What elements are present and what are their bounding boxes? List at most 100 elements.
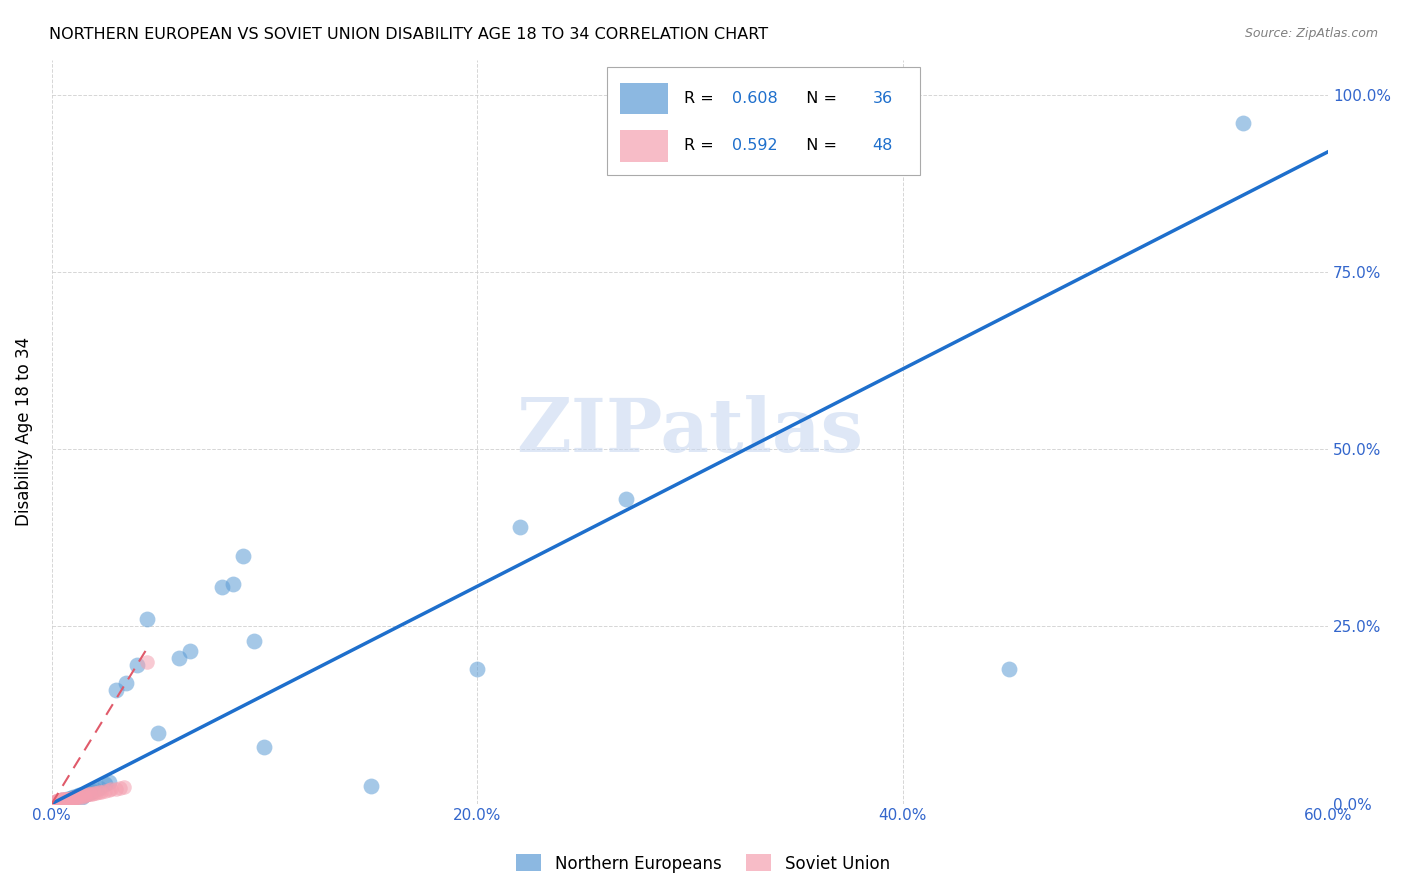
Text: Source: ZipAtlas.com: Source: ZipAtlas.com xyxy=(1244,27,1378,40)
Point xyxy=(169,651,191,665)
Point xyxy=(58,792,80,806)
Point xyxy=(51,794,73,808)
Point xyxy=(75,788,97,802)
Point xyxy=(73,788,96,802)
Point xyxy=(998,662,1021,676)
Point xyxy=(104,683,127,698)
Point xyxy=(108,780,131,795)
Point xyxy=(73,789,96,803)
Point xyxy=(70,789,93,804)
Point xyxy=(253,739,276,754)
Point xyxy=(509,520,531,534)
Point xyxy=(49,793,72,807)
Point xyxy=(243,633,266,648)
Point xyxy=(465,662,488,676)
Point xyxy=(136,612,159,626)
Point xyxy=(98,775,121,789)
Point xyxy=(62,790,84,805)
Text: ZIPatlas: ZIPatlas xyxy=(516,395,863,468)
Legend: Northern Europeans, Soviet Union: Northern Europeans, Soviet Union xyxy=(509,847,897,880)
Text: R =: R = xyxy=(683,138,718,153)
Point xyxy=(66,789,89,803)
Point xyxy=(42,795,65,809)
Point xyxy=(86,786,108,800)
Point xyxy=(46,793,69,807)
Point xyxy=(79,785,101,799)
Point xyxy=(53,791,76,805)
Point xyxy=(67,788,90,802)
Point xyxy=(221,577,243,591)
Text: 0.592: 0.592 xyxy=(733,138,778,153)
Point xyxy=(77,786,100,800)
Point xyxy=(63,791,86,805)
Text: 0.608: 0.608 xyxy=(733,91,778,106)
Point xyxy=(70,790,93,805)
Point xyxy=(94,777,117,791)
Text: NORTHERN EUROPEAN VS SOVIET UNION DISABILITY AGE 18 TO 34 CORRELATION CHART: NORTHERN EUROPEAN VS SOVIET UNION DISABI… xyxy=(49,27,768,42)
Point xyxy=(59,791,82,805)
Point xyxy=(63,789,86,804)
Point xyxy=(45,794,67,808)
Point xyxy=(45,795,67,809)
Point xyxy=(94,784,117,798)
FancyBboxPatch shape xyxy=(620,130,668,161)
Point xyxy=(77,788,100,802)
Point xyxy=(59,791,82,805)
Point xyxy=(211,581,233,595)
Point xyxy=(46,795,69,809)
Point xyxy=(66,789,89,804)
Point xyxy=(51,791,73,805)
Point xyxy=(55,793,77,807)
Point xyxy=(360,779,382,793)
Text: N =: N = xyxy=(796,138,842,153)
Point xyxy=(63,790,86,805)
Point xyxy=(136,655,159,669)
Point xyxy=(62,791,84,805)
Point xyxy=(58,792,80,806)
Point xyxy=(83,782,105,797)
Point xyxy=(49,794,72,808)
Point xyxy=(87,785,110,799)
Point xyxy=(55,791,77,805)
Point xyxy=(83,786,105,800)
Point xyxy=(67,789,90,804)
Point xyxy=(1232,116,1254,130)
Point xyxy=(79,787,101,801)
FancyBboxPatch shape xyxy=(620,83,668,114)
Text: R =: R = xyxy=(683,91,718,106)
Point xyxy=(104,781,127,796)
Point xyxy=(51,793,73,807)
Point xyxy=(98,783,121,797)
Point xyxy=(125,658,148,673)
Point xyxy=(62,791,84,805)
Point xyxy=(100,782,122,797)
Point xyxy=(49,795,72,809)
FancyBboxPatch shape xyxy=(607,67,920,175)
Y-axis label: Disability Age 18 to 34: Disability Age 18 to 34 xyxy=(15,337,32,526)
Point xyxy=(73,788,96,802)
Point xyxy=(59,791,82,805)
Point xyxy=(115,676,138,690)
Point xyxy=(55,791,77,805)
Point xyxy=(87,780,110,795)
Text: N =: N = xyxy=(796,91,842,106)
Point xyxy=(55,792,77,806)
Text: 36: 36 xyxy=(873,91,893,106)
Point xyxy=(51,792,73,806)
Point xyxy=(53,792,76,806)
Point xyxy=(51,793,73,807)
Point xyxy=(82,787,104,801)
Point xyxy=(53,793,76,807)
Point xyxy=(146,725,169,739)
Text: 48: 48 xyxy=(873,138,893,153)
Point xyxy=(75,787,97,801)
Point xyxy=(90,784,112,798)
Point xyxy=(112,780,135,795)
Point xyxy=(82,784,104,798)
Point xyxy=(58,791,80,805)
Point xyxy=(614,491,637,506)
Point xyxy=(66,790,89,805)
Point xyxy=(179,644,201,658)
Point xyxy=(232,549,254,563)
Point xyxy=(46,794,69,808)
